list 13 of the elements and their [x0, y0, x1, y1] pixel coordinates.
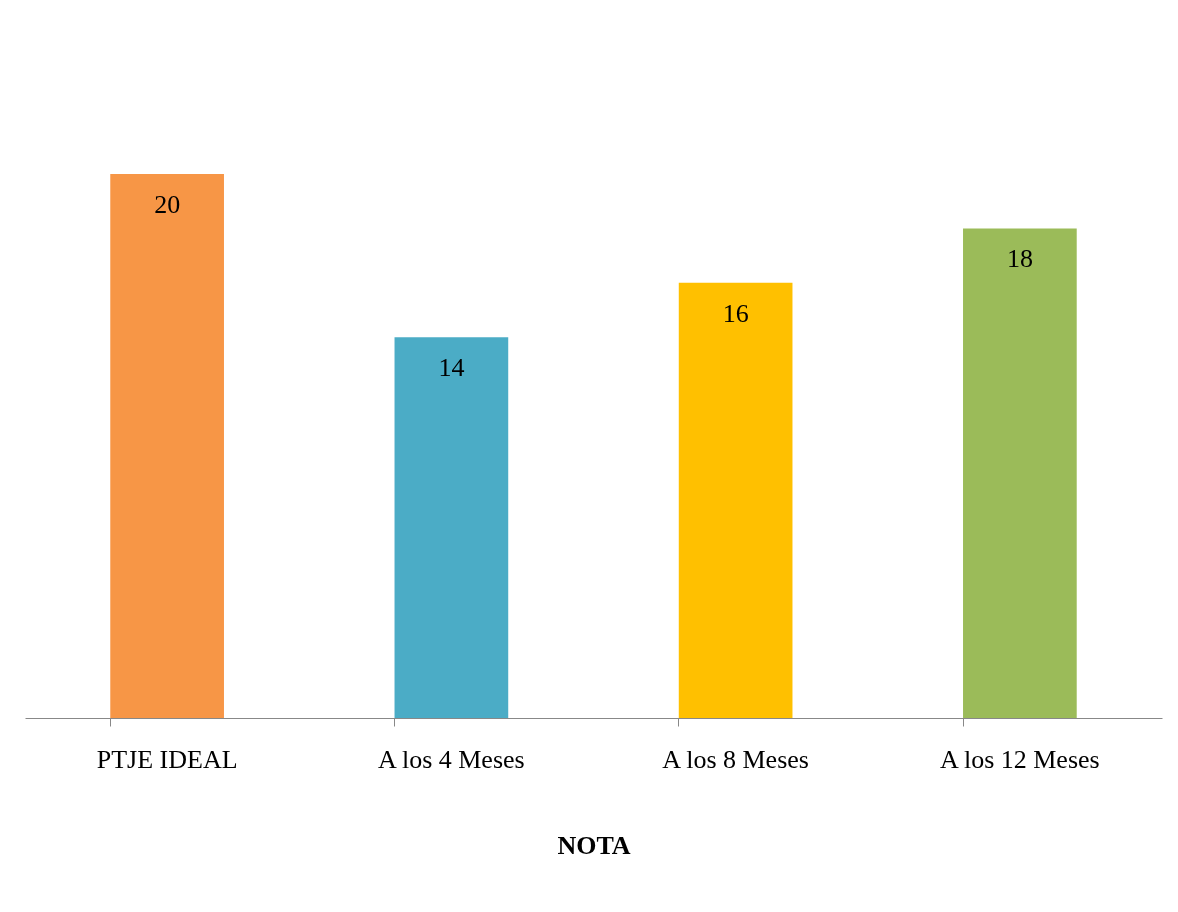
x-tick-label: A los 8 Meses: [662, 744, 809, 774]
data-label: 16: [722, 298, 749, 328]
x-tick-label: A los 12 Meses: [940, 744, 1100, 774]
x-tick-label: PTJE IDEAL: [96, 744, 238, 774]
bar: [110, 174, 224, 718]
bar: [963, 228, 1077, 718]
bar: [394, 337, 509, 718]
data-label: 20: [154, 190, 181, 219]
data-label: 14: [438, 353, 465, 383]
x-axis-title: NOTA: [557, 830, 631, 860]
bar: [678, 282, 793, 718]
x-tick-label: A los 4 Meses: [378, 744, 525, 774]
data-label: 18: [1006, 244, 1033, 274]
